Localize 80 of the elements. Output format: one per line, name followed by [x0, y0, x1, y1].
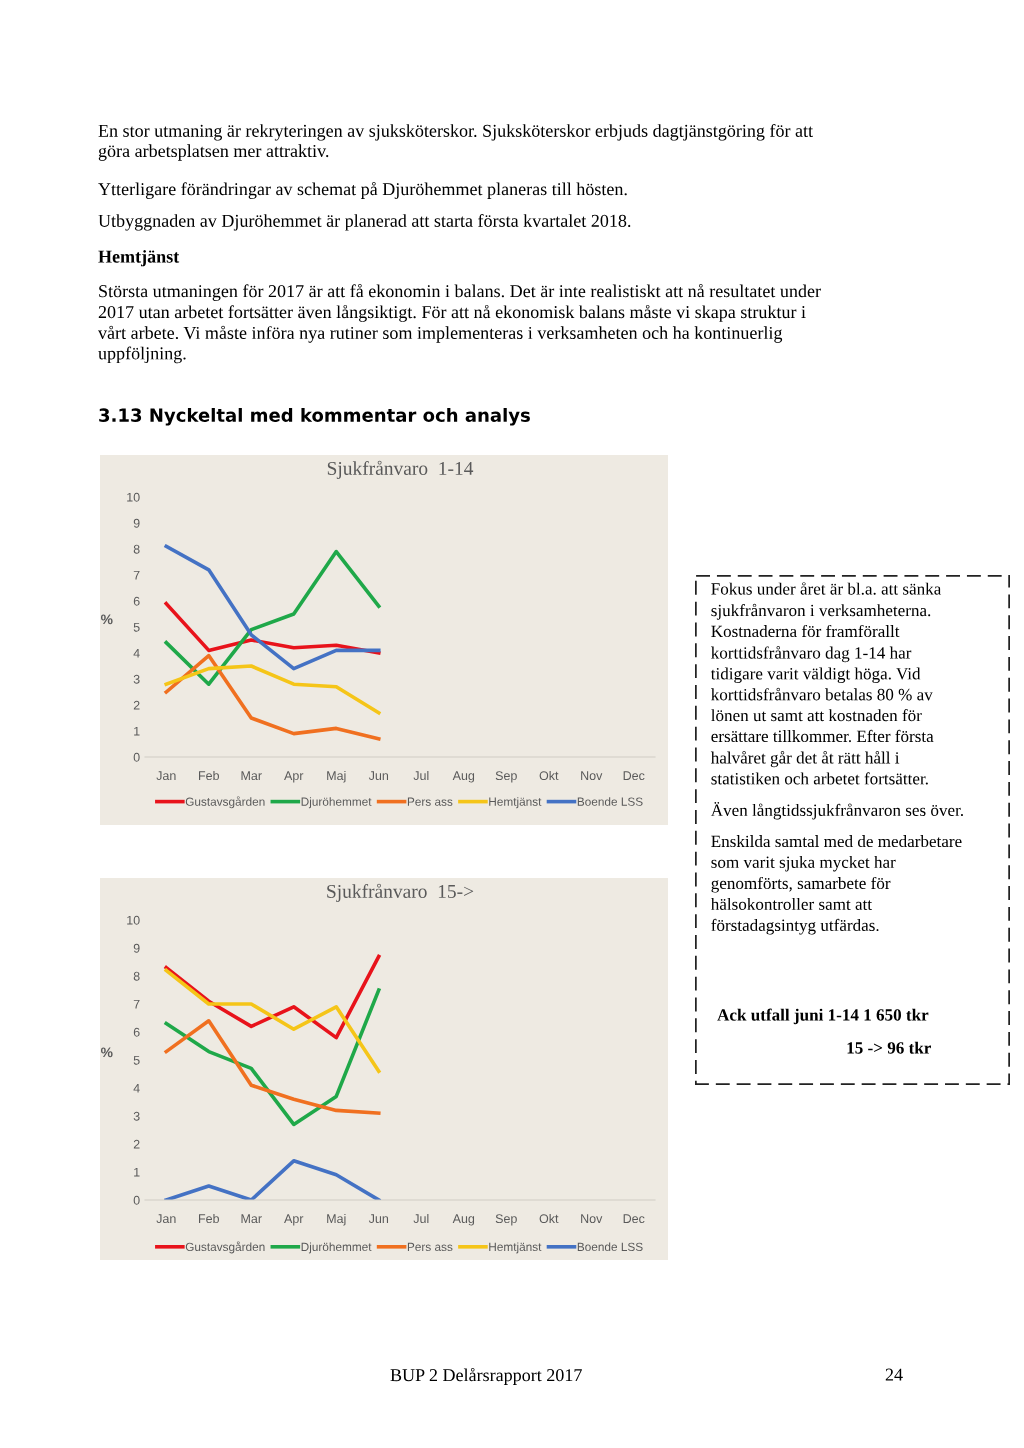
- legend-label: Hemtjänst: [489, 797, 542, 809]
- x-tick-label: Nov: [581, 771, 603, 781]
- y-tick-label: 10: [127, 915, 140, 925]
- y-axis-title: %: [100, 614, 113, 625]
- text: Hemtjänst: [98, 250, 180, 267]
- x-tick-label: Aug: [452, 1214, 475, 1226]
- line-series: [164, 653, 381, 741]
- x-tick-label: Jun: [368, 1214, 389, 1224]
- y-tick-label: 3: [133, 674, 140, 684]
- y-tick-label: 7: [133, 570, 140, 580]
- y-tick-label: 4: [133, 648, 140, 658]
- x-tick-label: Feb: [199, 1213, 219, 1224]
- x-tick-label: Maj: [327, 770, 346, 783]
- legend-label: Djuröhemmet: [301, 1242, 372, 1254]
- y-tick-label: 5: [133, 1055, 140, 1065]
- y-tick-label: 1: [134, 1167, 140, 1177]
- chart-title: Sjukfrånvaro 15->: [327, 883, 474, 902]
- text: En stor utmaning är rekryteringen av sjuksköterskor. Sjuksköterskor erbjuds dagtjänstgöring för att göra arbetsplatsen mer attraktiv.: [98, 124, 813, 161]
- x-tick-label: Okt: [539, 770, 559, 781]
- line-series: [164, 954, 381, 1040]
- y-tick-label: 6: [133, 1027, 140, 1037]
- y-tick-label: 10: [127, 492, 140, 502]
- x-tick-label: Dec: [623, 1214, 645, 1224]
- y-tick-label: 0: [133, 752, 140, 762]
- x-tick-label: Sep: [495, 771, 517, 783]
- y-tick-label: 5: [133, 622, 140, 632]
- chart-title: Sjukfrånvaro 1-14: [327, 460, 474, 479]
- y-tick-label: 6: [133, 596, 140, 606]
- text: Ack utfall juni 1-14 1 650 tkr: [717, 1008, 929, 1025]
- line-series: [164, 988, 381, 1127]
- y-tick-label: 1: [134, 726, 140, 736]
- x-tick-label: Nov: [581, 1214, 603, 1224]
- text: Även långtidssjukfrånvaron ses över.: [710, 801, 963, 820]
- text: 3.13 Nyckeltal med kommentar och analys: [99, 408, 530, 426]
- text: Största utmaningen för 2017 är att få ekonomin i balans. Det är inte realistiskt att nå resultatet under 2017 utan arbetet fortsätter även långsiktigt. För att nå ekonomisk balans måste vi skapa struktur i vårt arbete. Vi måste införa nya rutiner som implementeras i verksamheten och ha kontinuerlig uppföljning.: [98, 284, 821, 364]
- y-tick-label: 4: [133, 1083, 140, 1093]
- x-tick-label: Jan: [156, 771, 176, 781]
- legend-label: Pers ass: [407, 797, 453, 806]
- text: BUP 2 Delårsrapport 2017: [390, 1368, 582, 1385]
- x-tick-label: Sep: [495, 1214, 517, 1226]
- x-tick-label: Apr: [284, 1214, 304, 1226]
- x-tick-label: Jul: [413, 770, 429, 781]
- y-tick-label: 2: [133, 1139, 140, 1149]
- y-tick-label: 0: [133, 1195, 140, 1205]
- y-tick-label: 2: [133, 700, 140, 710]
- x-tick-label: Aug: [452, 771, 475, 783]
- line-series: [164, 968, 381, 1074]
- legend-label: Boende LSS: [577, 797, 643, 806]
- x-tick-label: Maj: [327, 1213, 346, 1226]
- y-tick-label: 8: [133, 544, 140, 554]
- y-tick-label: 8: [133, 971, 140, 981]
- x-tick-label: Mar: [241, 771, 262, 781]
- line-series: [164, 664, 381, 715]
- y-tick-label: 9: [133, 943, 140, 953]
- text: Enskilda samtal med de medarbetare som varit sjuka mycket har genomförts, samarbete för hälsokontroller samt att förstadagsintyg utfärdas.: [710, 835, 962, 935]
- line-series: [164, 1158, 381, 1200]
- legend-label: Djuröhemmet: [301, 797, 372, 809]
- text: Utbyggnaden av Djuröhemmet är planerad att starta första kvartalet 2018.: [98, 214, 631, 231]
- x-tick-label: Jul: [413, 1213, 429, 1224]
- x-tick-label: Mar: [241, 1214, 262, 1224]
- line-series: [164, 1018, 381, 1116]
- y-tick-label: 9: [133, 518, 140, 528]
- text: 15 -> 96 tkr: [847, 1041, 932, 1054]
- x-tick-label: Feb: [199, 770, 219, 781]
- y-tick-label: 7: [133, 999, 140, 1009]
- legend-label: Hemtjänst: [489, 1242, 542, 1254]
- text: Fokus under året är bl.a. att sänka sjukfrånvaron i verksamheterna. Kostnaderna för framförallt korttidsfrånvaro dag 1-14 har tidigare varit väldigt höga. Vid korttidsfrånvaro betalas 80 % av lönen ut samt att kostnaden för ersättare tillkommer. Efter första halvåret går det åt rätt håll i statistiken och arbetet fortsätter.: [710, 582, 942, 785]
- legend-label: Pers ass: [407, 1242, 453, 1252]
- y-tick-label: 3: [133, 1111, 140, 1121]
- text: 24: [885, 1368, 903, 1381]
- legend-label: Gustavsgården: [185, 1241, 265, 1254]
- x-tick-label: Apr: [284, 771, 304, 783]
- legend-label: Boende LSS: [577, 1242, 643, 1252]
- x-tick-label: Jan: [156, 1214, 176, 1224]
- x-tick-label: Dec: [623, 771, 645, 781]
- legend-label: Gustavsgården: [185, 796, 265, 809]
- x-tick-label: Okt: [539, 1213, 559, 1224]
- y-axis-title: %: [100, 1047, 113, 1058]
- x-tick-label: Jun: [368, 771, 389, 781]
- text: Ytterligare förändringar av schemat på Djuröhemmet planeras till hösten.: [98, 182, 627, 199]
